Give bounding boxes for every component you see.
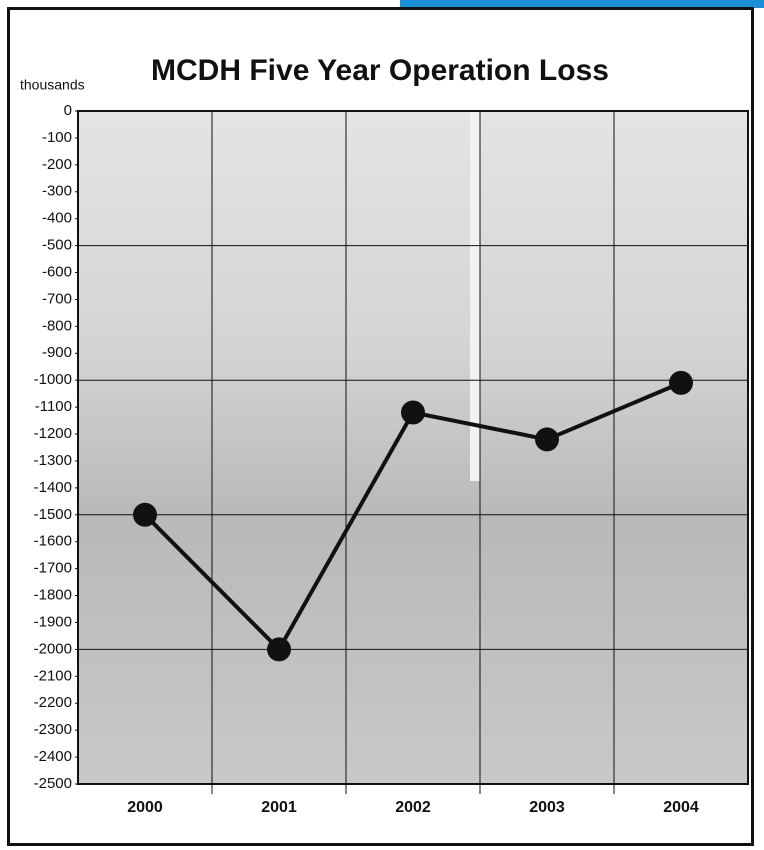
y-tick-label: -2300 [34, 721, 72, 738]
y-tick-label: -1700 [34, 560, 72, 577]
y-tick-label: -1800 [34, 587, 72, 604]
point [133, 503, 157, 527]
y-tick-label: 0 [64, 102, 72, 119]
x-tick-label: 2001 [261, 799, 297, 816]
y-tick-label: -700 [42, 290, 72, 307]
y-tick-label: -1600 [34, 533, 72, 550]
y-tick-label: -900 [42, 344, 72, 361]
y-tick-label: -2400 [34, 748, 72, 765]
y-tick-label: -1900 [34, 613, 72, 630]
top-bar [400, 0, 764, 8]
y-tick-label: -200 [42, 156, 72, 173]
y-tick-label: -1400 [34, 479, 72, 496]
point [535, 427, 559, 451]
chart: MCDH Five Year Operation Loss thousands … [0, 0, 764, 850]
y-tick-label: -1200 [34, 425, 72, 442]
point [669, 371, 693, 395]
page: {"chart_data": {"type": "line", "title":… [0, 0, 764, 850]
x-tick-label: 2000 [127, 799, 163, 816]
y-tick-label: -1300 [34, 452, 72, 469]
y-axis-label: thousands [20, 77, 85, 93]
y-tick-label: -100 [42, 129, 72, 146]
y-tick-label: -2000 [34, 640, 72, 657]
y-tick-label: -2500 [34, 775, 72, 792]
y-tick-label: -1500 [34, 506, 72, 523]
y-tick-label: -500 [42, 237, 72, 254]
y-tick-label: -1000 [34, 371, 72, 388]
y-tick-label: -1100 [35, 398, 72, 415]
y-tick-label: -2200 [34, 694, 72, 711]
plot-background [78, 111, 748, 784]
chart-title: MCDH Five Year Operation Loss [151, 54, 609, 87]
x-tick-label: 2002 [395, 799, 431, 816]
point [267, 637, 291, 661]
x-tick-label: 2003 [529, 799, 565, 816]
y-tick-label: -300 [42, 183, 72, 200]
y-tick-label: -400 [42, 210, 72, 227]
y-tick-label: -600 [42, 263, 72, 280]
point [401, 401, 425, 425]
y-tick-label: -800 [42, 317, 72, 334]
y-tick-label: -2100 [34, 667, 72, 684]
x-tick-label: 2004 [663, 799, 699, 816]
